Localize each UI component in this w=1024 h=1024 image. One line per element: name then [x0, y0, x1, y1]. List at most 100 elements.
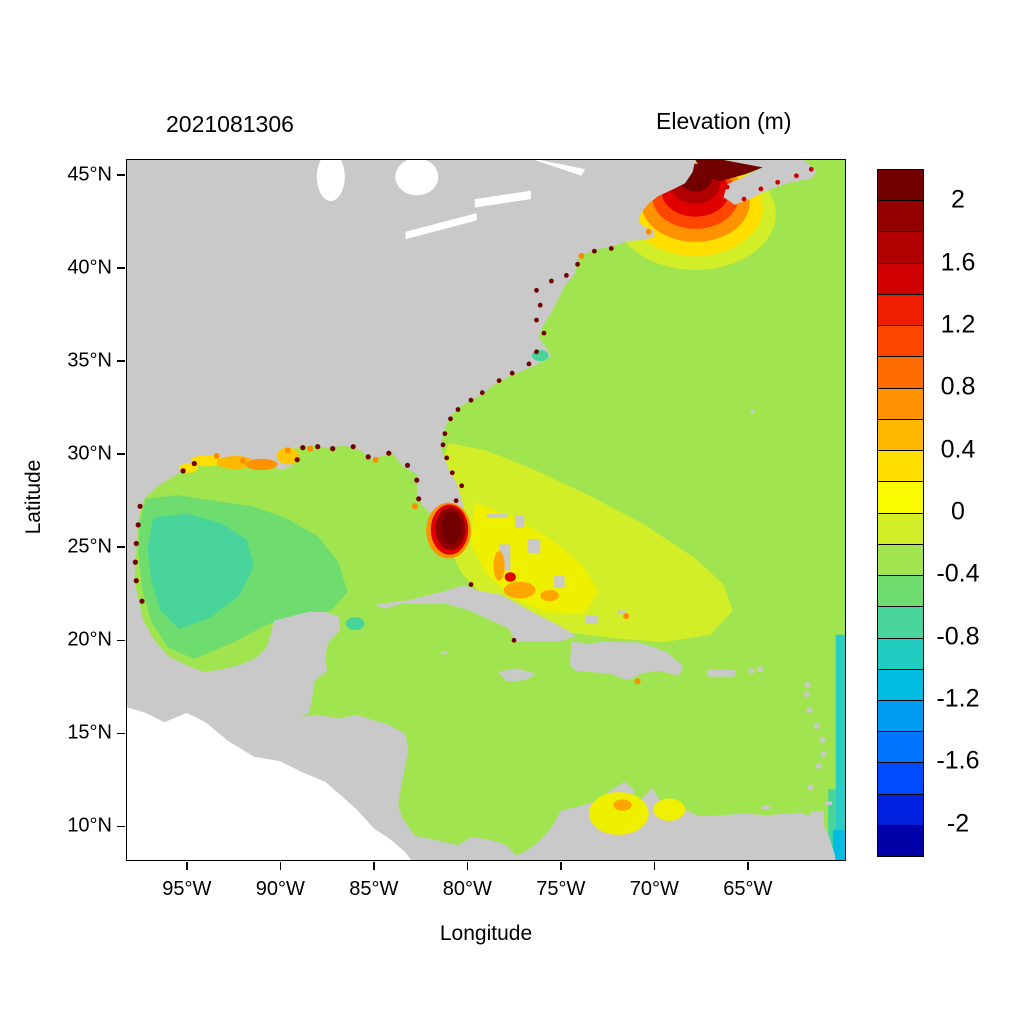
colorbar-segment [878, 824, 923, 857]
grand-bahama [486, 514, 508, 518]
lesser-antilles [807, 784, 814, 791]
nova-scotia-surge-specks [794, 173, 799, 179]
southeast-edge-teal-strip [828, 789, 836, 860]
east-coast-surge-specks [534, 349, 539, 355]
x-tick-label: 95°W [162, 878, 212, 900]
crooked-island-fringe [540, 590, 559, 602]
east-coast-surge-specks [511, 637, 517, 643]
maracaibo-orange [613, 799, 632, 811]
colorbar-segment [878, 731, 923, 763]
colorbar-segment [878, 231, 923, 263]
colorbar-tick-label: 0.8 [940, 372, 976, 401]
great-bahama-bank-fringe [503, 581, 536, 599]
east-coast-surge-specks [608, 246, 614, 251]
map-canvas [127, 160, 845, 860]
y-tick-label: 40°N [67, 256, 112, 279]
south-florida-surge-core [441, 510, 462, 545]
lesser-antilles [815, 763, 822, 769]
y-tick-label: 35°N [67, 349, 112, 372]
colorbar-segment [878, 512, 923, 544]
coastal-orange-specks [645, 228, 652, 235]
colorbar-segment [878, 170, 923, 201]
venezuela-coast-yellow [653, 798, 686, 821]
colorbar-tick-label: 1.2 [940, 310, 976, 339]
coastal-orange-specks [239, 457, 246, 464]
lesser-antilles [820, 750, 827, 757]
nova-scotia-surge-specks [775, 179, 781, 185]
y-tick-mark [117, 267, 125, 269]
lesser-antilles [803, 691, 810, 698]
gulf-coast-surge-specks [294, 457, 300, 463]
lesser-antilles [814, 723, 820, 729]
colorbar-segment [878, 793, 923, 825]
north-and-central-america [127, 160, 836, 860]
andros-fringe [493, 551, 505, 581]
y-tick-label: 15°N [67, 721, 112, 744]
mississippi-sound-patch [276, 447, 299, 465]
gulf-coast-surge-specks [300, 445, 306, 451]
gulf-coast-surge-specks [133, 578, 139, 584]
lesser-antilles [806, 707, 813, 714]
x-tick-label: 90°W [255, 878, 305, 900]
southeast-corner-cyan [832, 830, 845, 860]
gulf-coast-surge-specks [135, 522, 141, 528]
y-tick-mark [117, 732, 125, 735]
coastal-orange-specks [411, 503, 418, 510]
atlantic-yellow-core [471, 502, 599, 615]
colorbar-tick-label: -1.2 [936, 684, 980, 713]
southeast-edge-cyan-strip [835, 634, 845, 860]
east-coast-surge-specks [459, 483, 465, 489]
lesser-antilles [748, 668, 755, 674]
andros [499, 544, 511, 571]
louisiana-patch-3 [245, 458, 278, 470]
gulf-coast-surge-specks [315, 444, 321, 450]
coastal-orange-specks [623, 613, 630, 620]
colorbar-tick-label: -2 [946, 809, 970, 838]
east-coast-surge-specks [444, 455, 450, 461]
colorbar-segment [878, 575, 923, 607]
east-coast-surge-specks [468, 582, 474, 587]
great-inagua [586, 615, 599, 624]
coastal-orange-specks [307, 445, 314, 452]
y-tick-mark [117, 360, 125, 362]
east-coast-surge-specks [479, 390, 485, 396]
yucatan-channel-teal-spot [345, 617, 365, 631]
y-tick-label: 10°N [67, 814, 112, 837]
gulf-coast-surge-specks [330, 446, 336, 452]
lesser-antilles [756, 666, 763, 673]
turks-and-caicos [617, 610, 626, 615]
x-tick-label: 65°W [723, 878, 773, 900]
colorbar-tick-label: -0.4 [936, 559, 980, 588]
gulf-coast-surge-specks [133, 540, 139, 547]
gulf-coast-surge-specks [180, 468, 186, 474]
colorbar-tick-label: 0 [951, 497, 965, 526]
gulf-coast-surge-specks [132, 559, 138, 565]
colorbar-segment [878, 668, 923, 700]
run-timestamp-title: 2021081306 [166, 111, 294, 137]
map-plot [126, 159, 846, 861]
east-coast-surge-specks [592, 248, 597, 254]
jamaica [498, 668, 537, 682]
east-coast-surge-specks [534, 287, 539, 293]
x-tick-label: 85°W [349, 878, 399, 900]
st-lawrence-river [534, 160, 586, 176]
x-tick-mark [373, 862, 375, 870]
colorbar-segment [878, 356, 923, 388]
margarita [761, 806, 771, 810]
colorbar-tick-label: 2 [951, 185, 965, 214]
y-tick-mark [117, 546, 125, 548]
x-tick-mark [186, 862, 188, 870]
east-coast-surge-specks [442, 431, 448, 437]
x-tick-label: 70°W [629, 878, 679, 900]
y-tick-mark [117, 174, 125, 176]
x-tick-mark [747, 862, 749, 870]
east-coast-surge-specks [509, 370, 515, 376]
coastal-orange-specks [213, 453, 220, 459]
x-tick-label: 75°W [536, 878, 586, 900]
coastal-orange-specks [634, 678, 641, 685]
gulf-of-mexico-teal [147, 513, 255, 630]
east-coast-surge-specks [468, 397, 474, 403]
cayman-islands [441, 651, 448, 655]
colorbar-segment [878, 450, 923, 482]
